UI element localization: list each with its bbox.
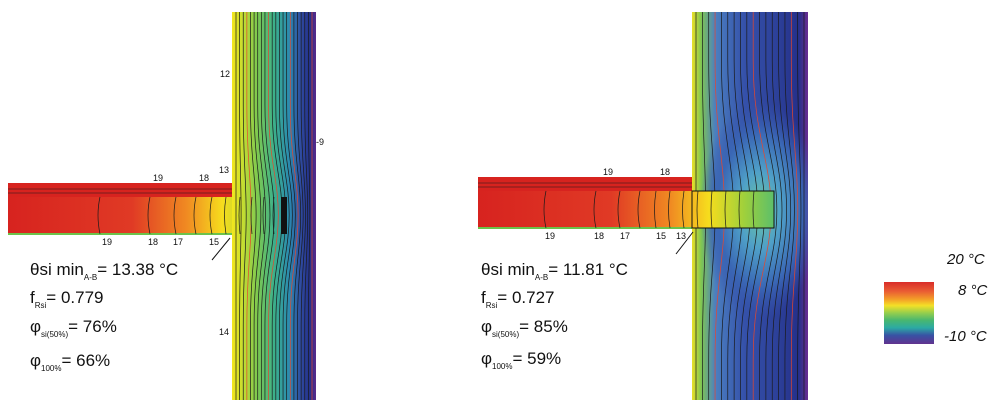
panel-1-theta-symbol: θ [30,260,39,279]
panel-1-theta-label: si min [39,260,83,279]
legend-color-bar [884,282,934,344]
panel-2-phi100-sub: 100% [492,362,512,371]
panel-1-isotherm-label-slab-top-2: 18 [199,173,209,183]
panel-1-phi100-value: = 66% [62,351,111,370]
panel-2-phi50-value: = 85% [519,317,568,336]
svg-text:fRsi= 0.779: fRsi= 0.779 [30,288,104,310]
panel-1-floor-top-layer [8,183,234,197]
panel-1-isotherm-label-corner: 13 [219,165,229,175]
panel-2-isotherm-label-slab-top-2: 18 [660,167,670,177]
svg-text:θsi minA-B= 13.38 °C: θsi minA-B= 13.38 °C [30,260,178,282]
temperature-legend: 20 °C 8 °C -10 °C [884,251,988,345]
panel-2-isotherm-label-slab-bottom-4: 15 [656,231,666,241]
panel-1-isotherm-label-slab-bottom-3: 17 [173,237,183,247]
panel-1-phi50-label: φ [30,317,41,336]
panel-1-frsi-value: = 0.779 [46,288,103,307]
panel-2-isotherm-label-slab-bottom-1: 19 [545,231,555,241]
panel-2-slab-contours [543,190,755,229]
panel-1-phi50-sub: si(50%) [41,330,68,339]
panel-2-frsi-value: = 0.727 [497,288,554,307]
svg-text:fRsi= 0.727: fRsi= 0.727 [481,288,555,310]
legend-stripes [884,281,934,345]
panel-2-isotherm-label-slab-bottom-2: 18 [594,231,604,241]
svg-text:φsi(50%)= 76%: φsi(50%)= 76% [30,317,117,339]
panel-1-isotherm-label-wall-bottom: 14 [219,327,229,337]
panel-2-theta-symbol: θ [481,260,490,279]
panel-2-slab [478,191,774,228]
panel-1-isotherm-label-slab-bottom-4: 15 [209,237,219,247]
panel-1-isotherm-label-slab-bottom-2: 18 [148,237,158,247]
panel-2-theta-value: = 11.81 °C [548,260,628,279]
svg-text:φsi(50%)= 85%: φsi(50%)= 85% [481,317,568,339]
panel-1-phi100-label: φ [30,351,41,370]
panel-2-results: θsi minA-B= 11.81 °C fRsi= 0.727 φsi(50%… [481,260,628,371]
svg-text:φ100%= 59%: φ100%= 59% [481,349,561,371]
svg-text:θsi minA-B= 11.81 °C: θsi minA-B= 11.81 °C [481,260,628,282]
panel-2-theta-sub: A-B [535,273,548,282]
legend-mid-label: 8 °C [958,282,988,299]
panel-1-isotherm-label-slab-bottom-1: 19 [102,237,112,247]
panel-2-frsi-sub: Rsi [486,301,498,310]
panel-2-floor-top-layer [478,177,692,191]
panel-1-slab-contours [97,196,275,235]
panel-2-isotherm-label-slab-top-1: 19 [603,167,613,177]
panel-1-simulation: 12 -9 13 19 18 19 18 17 15 14 θsi minA-B… [8,12,324,400]
panel-2-isotherm-label-slab-bottom-5: 13 [676,231,686,241]
panel-1-phi100-sub: 100% [41,364,61,373]
panel-2-phi50-label: φ [481,317,492,336]
panel-2-leader-line [675,231,694,255]
panel-1-theta-sub: A-B [84,273,97,282]
panel-2-phi100-label: φ [481,349,492,368]
panel-1-theta-value: = 13.38 °C [97,260,178,279]
panel-2-theta-label: si min [490,260,534,279]
svg-text:φ100%= 66%: φ100%= 66% [30,351,110,373]
panel-2-frsi-label: f [481,288,486,307]
legend-max-label: 20 °C [946,251,985,268]
panel-2-phi50-sub: si(50%) [492,330,519,339]
legend-min-label: -10 °C [944,328,987,345]
panel-2-simulation: 19 18 19 18 17 15 13 θsi minA-B= 11.81 °… [478,12,808,400]
panel-2-isotherm-label-slab-bottom-3: 17 [620,231,630,241]
panel-1-leader-line [211,237,231,261]
panel-1-results: θsi minA-B= 13.38 °C fRsi= 0.779 φsi(50%… [30,260,178,373]
panel-1-frsi-label: f [30,288,35,307]
panel-2-phi100-value: = 59% [513,349,562,368]
panel-1-isotherm-label-wall-top: 12 [220,69,230,79]
panel-1-phi50-value: = 76% [68,317,117,336]
panel-1-isotherm-label-slab-top-1: 19 [153,173,163,183]
panel-1-frsi-sub: Rsi [35,301,47,310]
panel-1-isotherm-label-wall-right: -9 [316,137,324,147]
